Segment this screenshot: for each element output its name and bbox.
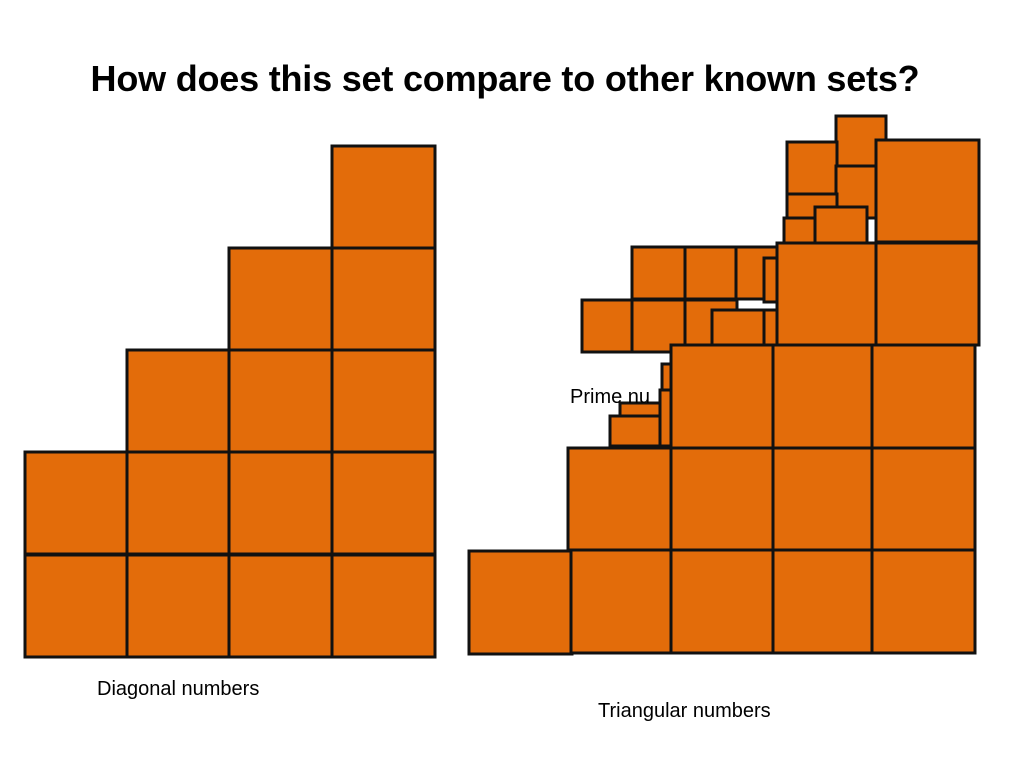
triangular-square: [870, 446, 977, 553]
triangular-square: [870, 343, 977, 450]
diagonal-square: [330, 450, 437, 556]
diagonal-square: [330, 348, 437, 454]
diagonal-square: [125, 553, 232, 659]
triangular-square: [771, 343, 878, 450]
diagonal-square: [23, 553, 130, 659]
diagonal-numbers-caption: Diagonal numbers: [97, 678, 260, 700]
prime-square: [630, 298, 688, 354]
triangular-square: [870, 548, 977, 655]
diagonal-square: [330, 246, 437, 352]
diagonal-square: [125, 348, 232, 454]
triangular-square: [669, 548, 776, 655]
triangular-square: [771, 446, 878, 553]
triangular-square: [669, 446, 776, 553]
diagonal-square: [23, 450, 130, 556]
prime-square: [580, 298, 636, 354]
triangular-square: [569, 548, 676, 655]
diagonal-square: [227, 348, 334, 454]
diagonal-square: [227, 450, 334, 556]
slide-title: How does this set compare to other known…: [90, 58, 920, 99]
diagonal-square: [125, 450, 232, 556]
prime-numbers-caption: Prime nu: [570, 386, 651, 408]
prime-square: [785, 140, 839, 196]
prime-square: [775, 241, 879, 347]
prime-square: [710, 308, 766, 352]
triangular-square: [467, 549, 574, 656]
triangular-square: [771, 548, 878, 655]
diagonal-square: [227, 246, 334, 352]
diagonal-square: [330, 553, 437, 659]
diagonal-square: [227, 553, 334, 659]
triangular-numbers-caption: Triangular numbers: [598, 700, 771, 722]
prime-square: [874, 241, 981, 347]
prime-square: [683, 245, 739, 301]
triangular-square: [669, 343, 776, 450]
prime-square: [608, 414, 664, 448]
diagonal-square: [330, 144, 437, 250]
triangular-square: [566, 446, 673, 553]
prime-square: [874, 138, 981, 244]
